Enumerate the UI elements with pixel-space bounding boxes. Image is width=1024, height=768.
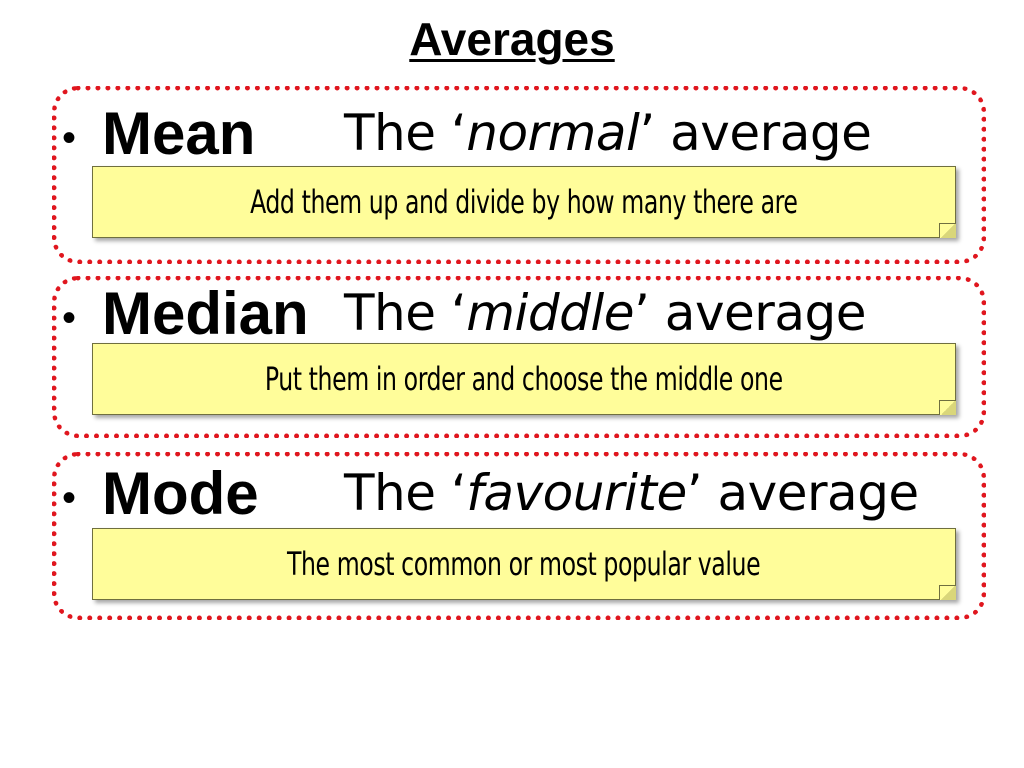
desc-mode: The ‘favourite’ average [344, 468, 919, 518]
term-median: Median [102, 280, 309, 347]
mode-note-text: The most common or most popular value [287, 545, 761, 583]
mode-note: The most common or most popular value [92, 528, 956, 600]
mean-note-text: Add them up and divide by how many there… [250, 183, 798, 221]
term-mode: Mode [102, 460, 259, 527]
mean-section [52, 86, 986, 264]
bullet-mode: • [62, 476, 77, 520]
bullet-median: • [62, 296, 77, 340]
desc-mode-suffix: ’ average [686, 464, 919, 522]
desc-mean-prefix: The ‘ [344, 104, 467, 162]
desc-mean-suffix: ’ average [639, 104, 872, 162]
desc-mean: The ‘normal’ average [344, 108, 872, 158]
bullet-mean: • [62, 116, 77, 160]
desc-median-suffix: ’ average [634, 284, 866, 342]
term-mean: Mean [102, 100, 256, 167]
note-curl-icon [939, 223, 956, 238]
desc-mode-prefix: The ‘ [344, 464, 467, 522]
desc-mode-keyword: favourite [466, 464, 687, 522]
desc-median-prefix: The ‘ [344, 284, 467, 342]
note-curl-icon [939, 400, 956, 415]
mode-section [52, 452, 986, 620]
median-note-text: Put them in order and choose the middle … [265, 360, 783, 398]
median-note: Put them in order and choose the middle … [92, 343, 956, 415]
desc-median: The ‘middle’ average [344, 288, 866, 338]
mean-note: Add them up and divide by how many there… [92, 166, 956, 238]
desc-median-keyword: middle [466, 284, 635, 342]
note-curl-icon [939, 585, 956, 600]
desc-mean-keyword: normal [466, 104, 640, 162]
median-section [52, 276, 986, 438]
page-title: Averages [409, 13, 615, 65]
